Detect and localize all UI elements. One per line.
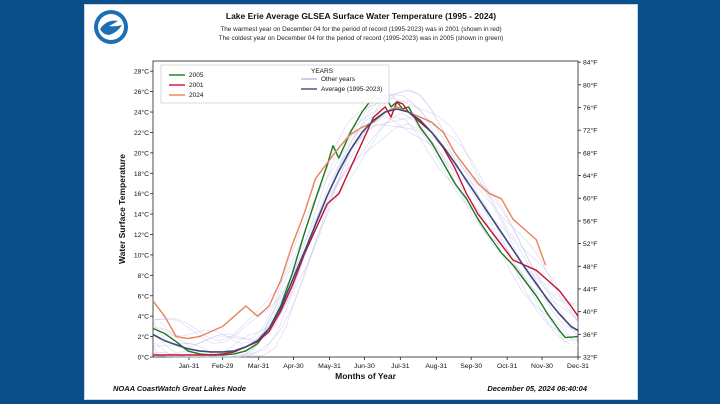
legend-title: YEARS: [311, 68, 334, 75]
chart-frame: Lake Erie Average GLSEA Surface Water Te…: [84, 4, 638, 400]
y-tick-label: 10°C: [134, 251, 149, 259]
y2-tick-label: 80°F: [583, 81, 597, 89]
y2-tick-label: 60°F: [583, 195, 597, 203]
y-tick-label: 12°C: [134, 231, 149, 239]
chart-subtitle: The coldest year on December 04 for the …: [219, 35, 504, 42]
y-tick-label: 28°C: [134, 68, 149, 76]
legend-entry: Average (1995-2023): [321, 86, 382, 93]
other-year-line: [154, 89, 579, 344]
series-line-2001: [153, 101, 579, 356]
legend-entry: Other years: [321, 76, 356, 83]
y-tick-label: 0°C: [138, 354, 149, 362]
y-axis-label: Water Surface Temperature: [117, 154, 127, 264]
y-tick-label: 8°C: [138, 272, 149, 280]
other-year-line: [152, 94, 573, 350]
footer-timestamp: December 05, 2024 06:40:04: [487, 384, 587, 393]
y-tick-label: 16°C: [134, 190, 149, 198]
series-line-2024: [152, 106, 547, 340]
other-year-line: [159, 93, 579, 346]
other-year-line: [154, 100, 579, 357]
y2-tick-label: 72°F: [583, 127, 597, 135]
x-tick-label: Jan-31: [179, 363, 200, 370]
legend-entry: 2005: [189, 72, 204, 79]
y2-tick-label: 44°F: [583, 285, 597, 293]
legend-entry: 2001: [189, 82, 204, 89]
x-tick-label: May-31: [318, 363, 341, 370]
x-tick-label: Dec-31: [567, 363, 589, 370]
series-line-average-1995-2023-: [152, 108, 579, 353]
noaa-logo-icon: [94, 10, 128, 44]
y-tick-label: 4°C: [138, 313, 149, 321]
y2-tick-label: 32°F: [583, 354, 597, 362]
y2-tick-label: 36°F: [583, 331, 597, 339]
legend-entry: 2024: [189, 92, 204, 99]
x-axis-label: Months of Year: [335, 371, 396, 381]
y-tick-label: 2°C: [138, 333, 149, 341]
y-tick-label: 26°C: [134, 88, 149, 96]
chart-subtitle: The warmest year on December 04 for the …: [220, 26, 501, 33]
x-tick-label: Sep-30: [460, 363, 482, 370]
y-tick-label: 6°C: [138, 292, 149, 300]
x-tick-label: Apr-30: [283, 363, 304, 370]
temperature-chart: Lake Erie Average GLSEA Surface Water Te…: [117, 11, 597, 381]
y-tick-label: 20°C: [134, 149, 149, 157]
other-year-line: [159, 97, 579, 344]
y2-tick-label: 84°F: [583, 59, 597, 67]
x-tick-label: Aug-31: [425, 363, 447, 370]
x-tick-label: Jun-30: [354, 363, 375, 370]
y2-tick-label: 64°F: [583, 172, 597, 180]
y-tick-label: 18°C: [134, 170, 149, 178]
y-tick-label: 22°C: [134, 129, 149, 137]
y-tick-label: 14°C: [134, 211, 149, 219]
y2-tick-label: 40°F: [583, 308, 597, 316]
footer-source: NOAA CoastWatch Great Lakes Node: [113, 384, 246, 393]
y2-tick-label: 76°F: [583, 104, 597, 112]
y2-tick-label: 52°F: [583, 240, 597, 248]
y2-tick-label: 48°F: [583, 263, 597, 271]
legend-box: [160, 64, 390, 104]
x-tick-label: Feb-29: [212, 363, 234, 370]
x-tick-label: Mar-31: [248, 363, 270, 370]
x-tick-label: Nov-30: [531, 363, 553, 370]
x-tick-label: Oct-31: [497, 363, 518, 370]
y2-tick-label: 56°F: [583, 217, 597, 225]
chart-title: Lake Erie Average GLSEA Surface Water Te…: [226, 11, 496, 21]
y2-tick-label: 68°F: [583, 149, 597, 157]
other-year-line: [158, 112, 579, 358]
y-tick-label: 24°C: [134, 109, 149, 117]
plot-area: [152, 60, 579, 358]
x-tick-label: Jul-31: [391, 363, 410, 370]
